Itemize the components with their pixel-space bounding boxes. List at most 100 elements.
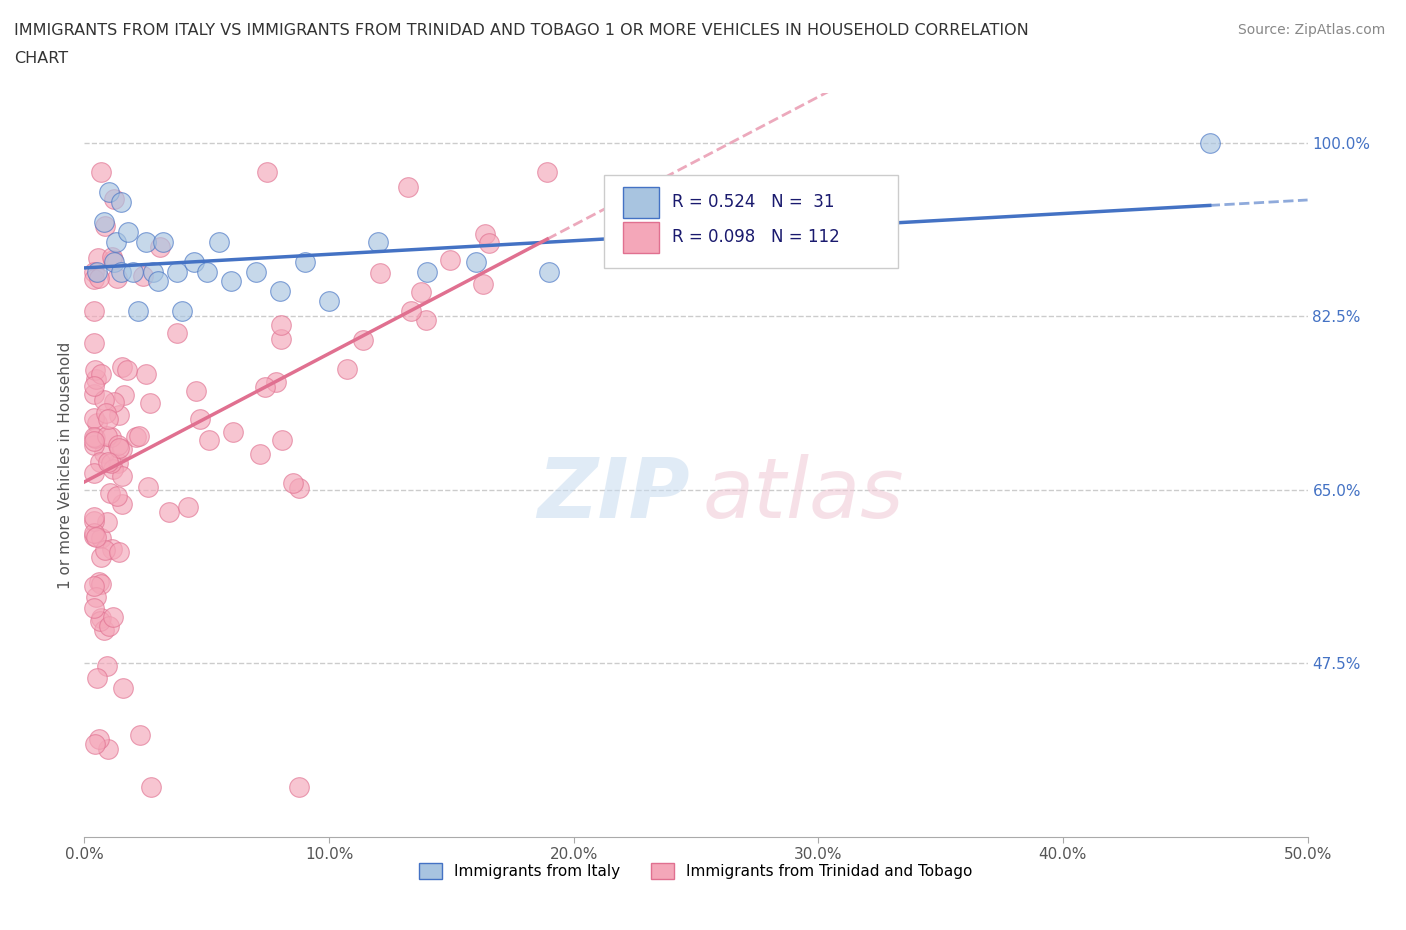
Point: [97, 411, 120, 426]
Point: [96, 514, 118, 529]
Point: [115, 363, 138, 378]
Point: [152, 234, 174, 249]
Point: [87, 732, 110, 747]
Point: [97, 742, 120, 757]
Point: [368, 265, 391, 280]
Point: [134, 366, 156, 381]
Point: [83, 433, 105, 448]
Point: [83, 430, 105, 445]
Point: [117, 224, 139, 239]
Point: [83, 410, 105, 425]
Point: [157, 504, 180, 519]
Point: [409, 285, 432, 299]
Point: [127, 304, 149, 319]
Point: [101, 461, 124, 476]
Point: [336, 362, 359, 377]
Point: [416, 264, 439, 279]
Point: [83, 465, 105, 480]
Point: [166, 326, 188, 340]
Point: [222, 424, 245, 439]
Point: [83, 579, 105, 594]
Point: [415, 312, 437, 327]
Point: [97, 185, 120, 200]
Point: [270, 318, 292, 333]
Point: [149, 240, 172, 255]
Point: [90, 531, 112, 546]
Point: [101, 250, 124, 265]
Point: [105, 488, 128, 503]
Point: [83, 363, 105, 378]
Point: [105, 234, 128, 249]
Point: [536, 165, 558, 179]
Point: [94, 542, 117, 557]
Point: [101, 541, 124, 556]
Point: [254, 379, 277, 394]
Point: [177, 499, 200, 514]
Point: [195, 264, 218, 279]
Point: [219, 274, 242, 289]
Point: [269, 284, 291, 299]
Point: [183, 254, 205, 269]
Point: [464, 254, 486, 269]
Point: [166, 264, 188, 279]
Point: [84, 590, 107, 604]
Point: [188, 411, 211, 426]
Point: [129, 728, 152, 743]
Point: [87, 271, 110, 286]
Point: [186, 383, 208, 398]
Point: [83, 525, 105, 540]
Point: [172, 304, 194, 319]
Point: [98, 485, 121, 500]
Point: [83, 264, 105, 279]
Point: [352, 332, 374, 347]
Point: [283, 475, 305, 490]
Point: [86, 416, 108, 431]
Point: [96, 428, 118, 443]
Text: R = 0.098   N = 112: R = 0.098 N = 112: [672, 229, 839, 246]
FancyBboxPatch shape: [605, 175, 898, 268]
Point: [288, 481, 311, 496]
Point: [89, 575, 111, 590]
Point: [90, 366, 112, 381]
Point: [288, 780, 311, 795]
Point: [93, 392, 115, 407]
Point: [93, 622, 115, 637]
Point: [84, 529, 107, 544]
Y-axis label: 1 or more Vehicles in Household: 1 or more Vehicles in Household: [58, 341, 73, 589]
Point: [83, 387, 105, 402]
Point: [142, 264, 165, 279]
Point: [84, 737, 107, 751]
Point: [111, 469, 134, 484]
Point: [125, 430, 148, 445]
Point: [86, 671, 108, 685]
Point: [111, 360, 134, 375]
Point: [128, 429, 150, 444]
Point: [758, 245, 780, 259]
Point: [111, 681, 134, 696]
Point: [141, 780, 163, 795]
Point: [245, 264, 267, 279]
Point: [367, 234, 389, 249]
Point: [100, 456, 122, 471]
Point: [83, 437, 105, 452]
Point: [474, 227, 496, 242]
Point: [472, 277, 495, 292]
Point: [83, 510, 105, 525]
Point: [83, 303, 105, 318]
Point: [136, 480, 159, 495]
Point: [439, 252, 461, 267]
Point: [103, 192, 125, 206]
Point: [110, 194, 132, 209]
Point: [112, 388, 135, 403]
Point: [103, 394, 125, 409]
Point: [111, 442, 134, 457]
Point: [197, 432, 219, 447]
Point: [135, 234, 157, 249]
Point: [94, 219, 117, 233]
Point: [100, 430, 122, 445]
FancyBboxPatch shape: [623, 187, 659, 218]
Text: atlas: atlas: [702, 454, 904, 536]
Point: [83, 513, 105, 528]
Point: [270, 332, 292, 347]
Text: IMMIGRANTS FROM ITALY VS IMMIGRANTS FROM TRINIDAD AND TOBAGO 1 OR MORE VEHICLES : IMMIGRANTS FROM ITALY VS IMMIGRANTS FROM…: [14, 23, 1029, 38]
